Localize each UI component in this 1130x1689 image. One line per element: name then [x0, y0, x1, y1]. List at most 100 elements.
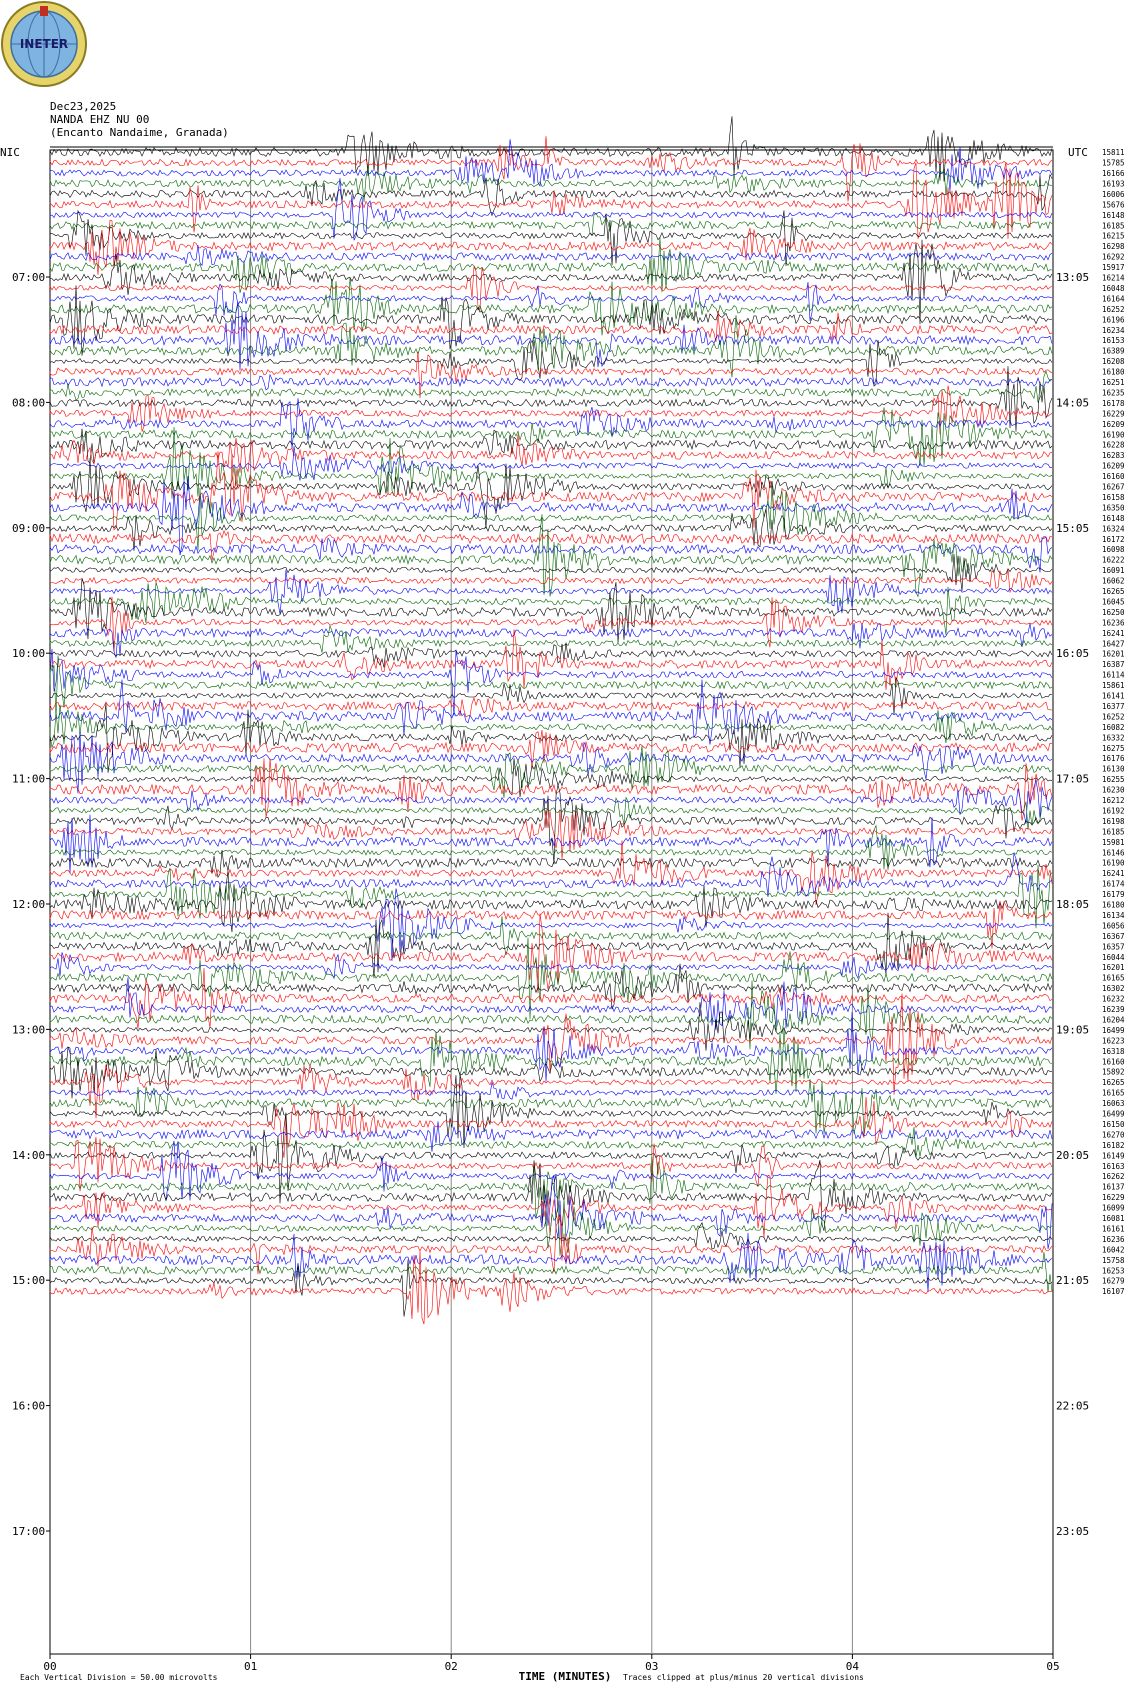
trace-line — [49, 398, 1053, 449]
row-count-label: 16279 — [1102, 1277, 1125, 1286]
row-count-label: 16180 — [1102, 901, 1125, 910]
row-count-label: 16236 — [1102, 618, 1125, 627]
trace-line — [49, 370, 1053, 403]
row-count-label: 16114 — [1102, 671, 1125, 680]
row-count-label: 16251 — [1102, 378, 1125, 387]
row-count-label: 16255 — [1102, 775, 1125, 784]
trace-line — [49, 285, 1053, 356]
left-hour-labels: 07:00 08:00 09:00 10:00 11:00 12:00 13:00 14:00… — [12, 271, 50, 1538]
trace-line — [49, 622, 1053, 658]
trace-line — [49, 629, 1053, 690]
trace-line — [49, 1175, 1053, 1249]
x-tick-label: 04 — [846, 1660, 860, 1673]
row-count-label: 16182 — [1102, 1141, 1125, 1150]
scale-note: Each Vertical Division = 50.00 microvolt… — [20, 1673, 218, 1682]
x-tick-label: 03 — [645, 1660, 658, 1673]
row-count-label: 16235 — [1102, 388, 1125, 397]
row-count-label: 15758 — [1102, 1256, 1125, 1265]
trace-line — [49, 166, 1053, 203]
row-count-label: 16176 — [1102, 754, 1125, 763]
trace-line — [49, 977, 1053, 1031]
ineter-logo: INETER — [1, 1, 87, 87]
row-count-label: 16298 — [1102, 242, 1125, 251]
row-count-label: 15981 — [1102, 838, 1125, 847]
trace-line — [49, 554, 1053, 592]
row-count-label: 15811 — [1102, 148, 1125, 157]
trace-line — [49, 529, 1053, 561]
row-count-label: 16134 — [1102, 911, 1125, 920]
row-count-label: 15861 — [1102, 681, 1125, 690]
trace-line — [49, 1079, 1053, 1136]
trace-line — [49, 536, 1053, 573]
row-count-label: 16148 — [1102, 211, 1125, 220]
trace-line — [49, 1082, 1053, 1100]
row-count-label: 16499 — [1102, 1110, 1125, 1119]
row-count-label: 16174 — [1102, 880, 1125, 889]
trace-line — [49, 1046, 1053, 1099]
row-count-label: 16234 — [1102, 326, 1125, 335]
row-count-label: 16209 — [1102, 420, 1125, 429]
row-count-label: 16252 — [1102, 305, 1125, 314]
row-count-label: 16265 — [1102, 587, 1125, 596]
row-count-label: 16099 — [1102, 1204, 1125, 1213]
trace-line — [49, 373, 1053, 391]
trace-line — [49, 952, 1053, 980]
row-count-label: 16098 — [1102, 545, 1125, 554]
trace-line — [49, 1174, 1053, 1238]
row-count-label: 16270 — [1102, 1130, 1125, 1139]
trace-line — [49, 212, 1053, 236]
left-hour-label: 14:00 — [12, 1149, 45, 1162]
row-count-label: 16161 — [1102, 1224, 1125, 1233]
left-hour-label: 08:00 — [12, 396, 45, 409]
trace-line — [49, 784, 1053, 865]
row-count-label: 16377 — [1102, 702, 1125, 711]
x-tick-labels: 00 01 02 03 04 05 — [43, 1654, 1060, 1673]
row-count-label: 16267 — [1102, 483, 1125, 492]
row-count-label: 16165 — [1102, 974, 1125, 983]
row-count-label: 16150 — [1102, 1120, 1125, 1129]
trace-line — [49, 1259, 1053, 1317]
row-count-label: 16198 — [1102, 817, 1125, 826]
row-count-label: 16209 — [1102, 462, 1125, 471]
row-count-label: 16222 — [1102, 556, 1125, 565]
row-count-label: 16204 — [1102, 1015, 1125, 1024]
row-count-label: 16006 — [1102, 190, 1125, 199]
row-count-label: 16107 — [1102, 1287, 1125, 1296]
left-hour-label: 11:00 — [12, 773, 45, 786]
row-count-label: 16262 — [1102, 1172, 1125, 1181]
trace-line — [49, 1096, 1053, 1158]
right-hour-label: 19:05 — [1056, 1023, 1089, 1036]
right-hour-label: 20:05 — [1056, 1149, 1089, 1162]
row-count-label: 16357 — [1102, 942, 1125, 951]
trace-line — [49, 648, 1053, 716]
trace-line — [49, 1232, 1053, 1293]
row-count-label: 16201 — [1102, 963, 1125, 972]
row-count-label: 16137 — [1102, 1183, 1125, 1192]
row-count-label: 16241 — [1102, 629, 1125, 638]
trace-line — [49, 315, 1053, 378]
clip-note: Traces clipped at plus/minus 20 vertical… — [623, 1673, 864, 1682]
trace-line — [49, 426, 1053, 499]
row-count-label: 16241 — [1102, 869, 1125, 878]
trace-line — [49, 729, 1053, 770]
trace-line — [49, 239, 1053, 325]
trace-line — [49, 451, 1053, 531]
row-count-label: 16367 — [1102, 932, 1125, 941]
row-count-label: 16160 — [1102, 1057, 1125, 1066]
row-count-label: 15676 — [1102, 200, 1125, 209]
row-count-label: 16196 — [1102, 315, 1125, 324]
row-count-label: 16229 — [1102, 1193, 1125, 1202]
trace-line — [49, 596, 1053, 652]
row-count-labels: 1581115785161661619316006156761614816185… — [1102, 148, 1125, 1296]
trace-line — [49, 301, 1053, 371]
row-count-label: 16302 — [1102, 984, 1125, 993]
row-count-label: 16146 — [1102, 848, 1125, 857]
trace-line — [49, 475, 1053, 556]
row-count-label: 16214 — [1102, 274, 1125, 283]
trace-line — [49, 916, 1053, 955]
row-count-label: 16230 — [1102, 786, 1125, 795]
trace-line — [49, 351, 1053, 399]
row-count-label: 16208 — [1102, 357, 1125, 366]
row-count-label: 16253 — [1102, 1266, 1125, 1275]
